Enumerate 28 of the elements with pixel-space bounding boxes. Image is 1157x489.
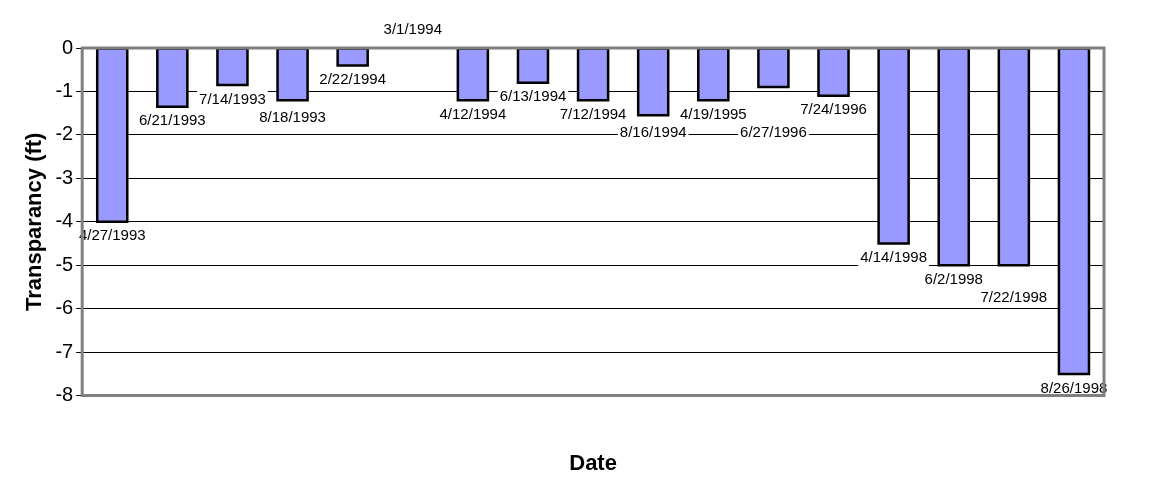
y-tick-label: -6 bbox=[55, 296, 74, 319]
x-tick-label: 6/27/1996 bbox=[740, 122, 807, 140]
x-tick-label: 4/14/1998 bbox=[860, 248, 927, 266]
x-tick-label: 6/2/1998 bbox=[924, 269, 983, 287]
x-tick-label: 4/12/1994 bbox=[439, 104, 507, 122]
y-tick-label: -8 bbox=[55, 383, 74, 406]
x-tick-label: 6/13/1994 bbox=[499, 87, 567, 105]
x-axis-title: Date bbox=[569, 449, 617, 475]
x-tick-label: 2/22/1994 bbox=[319, 70, 387, 88]
y-tick-label: 0 bbox=[62, 35, 74, 58]
y-axis-title: Transparancy (ft) bbox=[21, 132, 47, 312]
x-tick-label: 8/18/1993 bbox=[259, 107, 326, 125]
x-tick-label: 7/14/1993 bbox=[199, 89, 266, 107]
y-tick-label: -1 bbox=[55, 78, 74, 101]
y-tick-label: -7 bbox=[55, 339, 74, 362]
y-tick-label: -2 bbox=[55, 122, 74, 145]
x-tick-label: 4/27/1993 bbox=[78, 226, 146, 244]
y-tick-label: -4 bbox=[55, 209, 74, 232]
y-tick-label: -5 bbox=[55, 252, 74, 275]
x-tick-label: 6/21/1993 bbox=[138, 111, 206, 129]
x-tick-label: 7/12/1994 bbox=[559, 104, 627, 122]
x-tick-label: 3/1/1994 bbox=[383, 19, 442, 37]
x-tick-label: 8/26/1998 bbox=[1040, 378, 1108, 396]
x-tick-label: 8/16/1994 bbox=[619, 122, 687, 140]
x-tick-label: 7/24/1996 bbox=[800, 100, 867, 118]
x-tick-label: 7/22/1998 bbox=[980, 287, 1048, 305]
x-tick-label: 4/19/1995 bbox=[679, 104, 747, 122]
y-tick-label: -3 bbox=[55, 165, 74, 188]
